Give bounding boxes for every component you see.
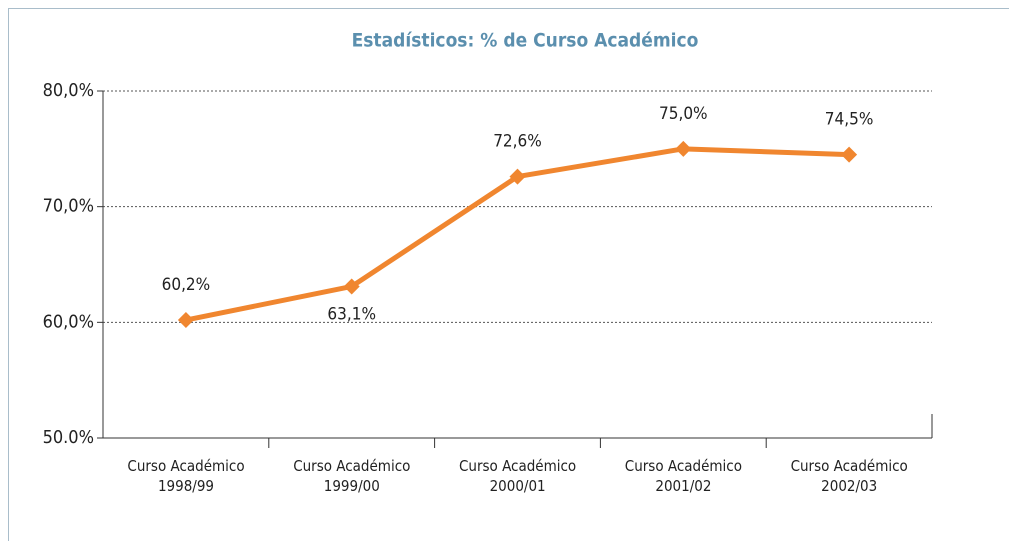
y-tick-label: 80,0% <box>43 80 94 101</box>
data-label: 74,5% <box>825 110 874 130</box>
chart-title: Estadísticos: % de Curso Académico <box>352 30 699 52</box>
x-tick-label: Curso Académico 1999/00 <box>293 457 411 495</box>
marker <box>343 278 360 295</box>
marker <box>177 312 194 329</box>
x-tick-label: Curso Académico 2000/01 <box>458 457 577 495</box>
data-label: 72,6% <box>493 132 542 152</box>
y-tick-label: 70,0% <box>43 196 94 217</box>
x-tick-label: Curso Académico 1998/99 <box>127 457 245 495</box>
data-label: 60,2% <box>162 275 211 295</box>
marker <box>509 168 526 185</box>
x-tick-label: Curso Académico 2001/02 <box>624 457 742 495</box>
y-tick-label: 60,0% <box>43 311 94 332</box>
frame <box>8 8 1009 541</box>
x-tick-label: Curso Académico 2002/03 <box>790 457 908 495</box>
marker <box>841 146 858 163</box>
data-label: 75,0% <box>659 104 708 124</box>
data-label: 63,1% <box>327 304 376 324</box>
marker <box>675 140 692 157</box>
y-tick-label: 50.0% <box>43 427 94 448</box>
